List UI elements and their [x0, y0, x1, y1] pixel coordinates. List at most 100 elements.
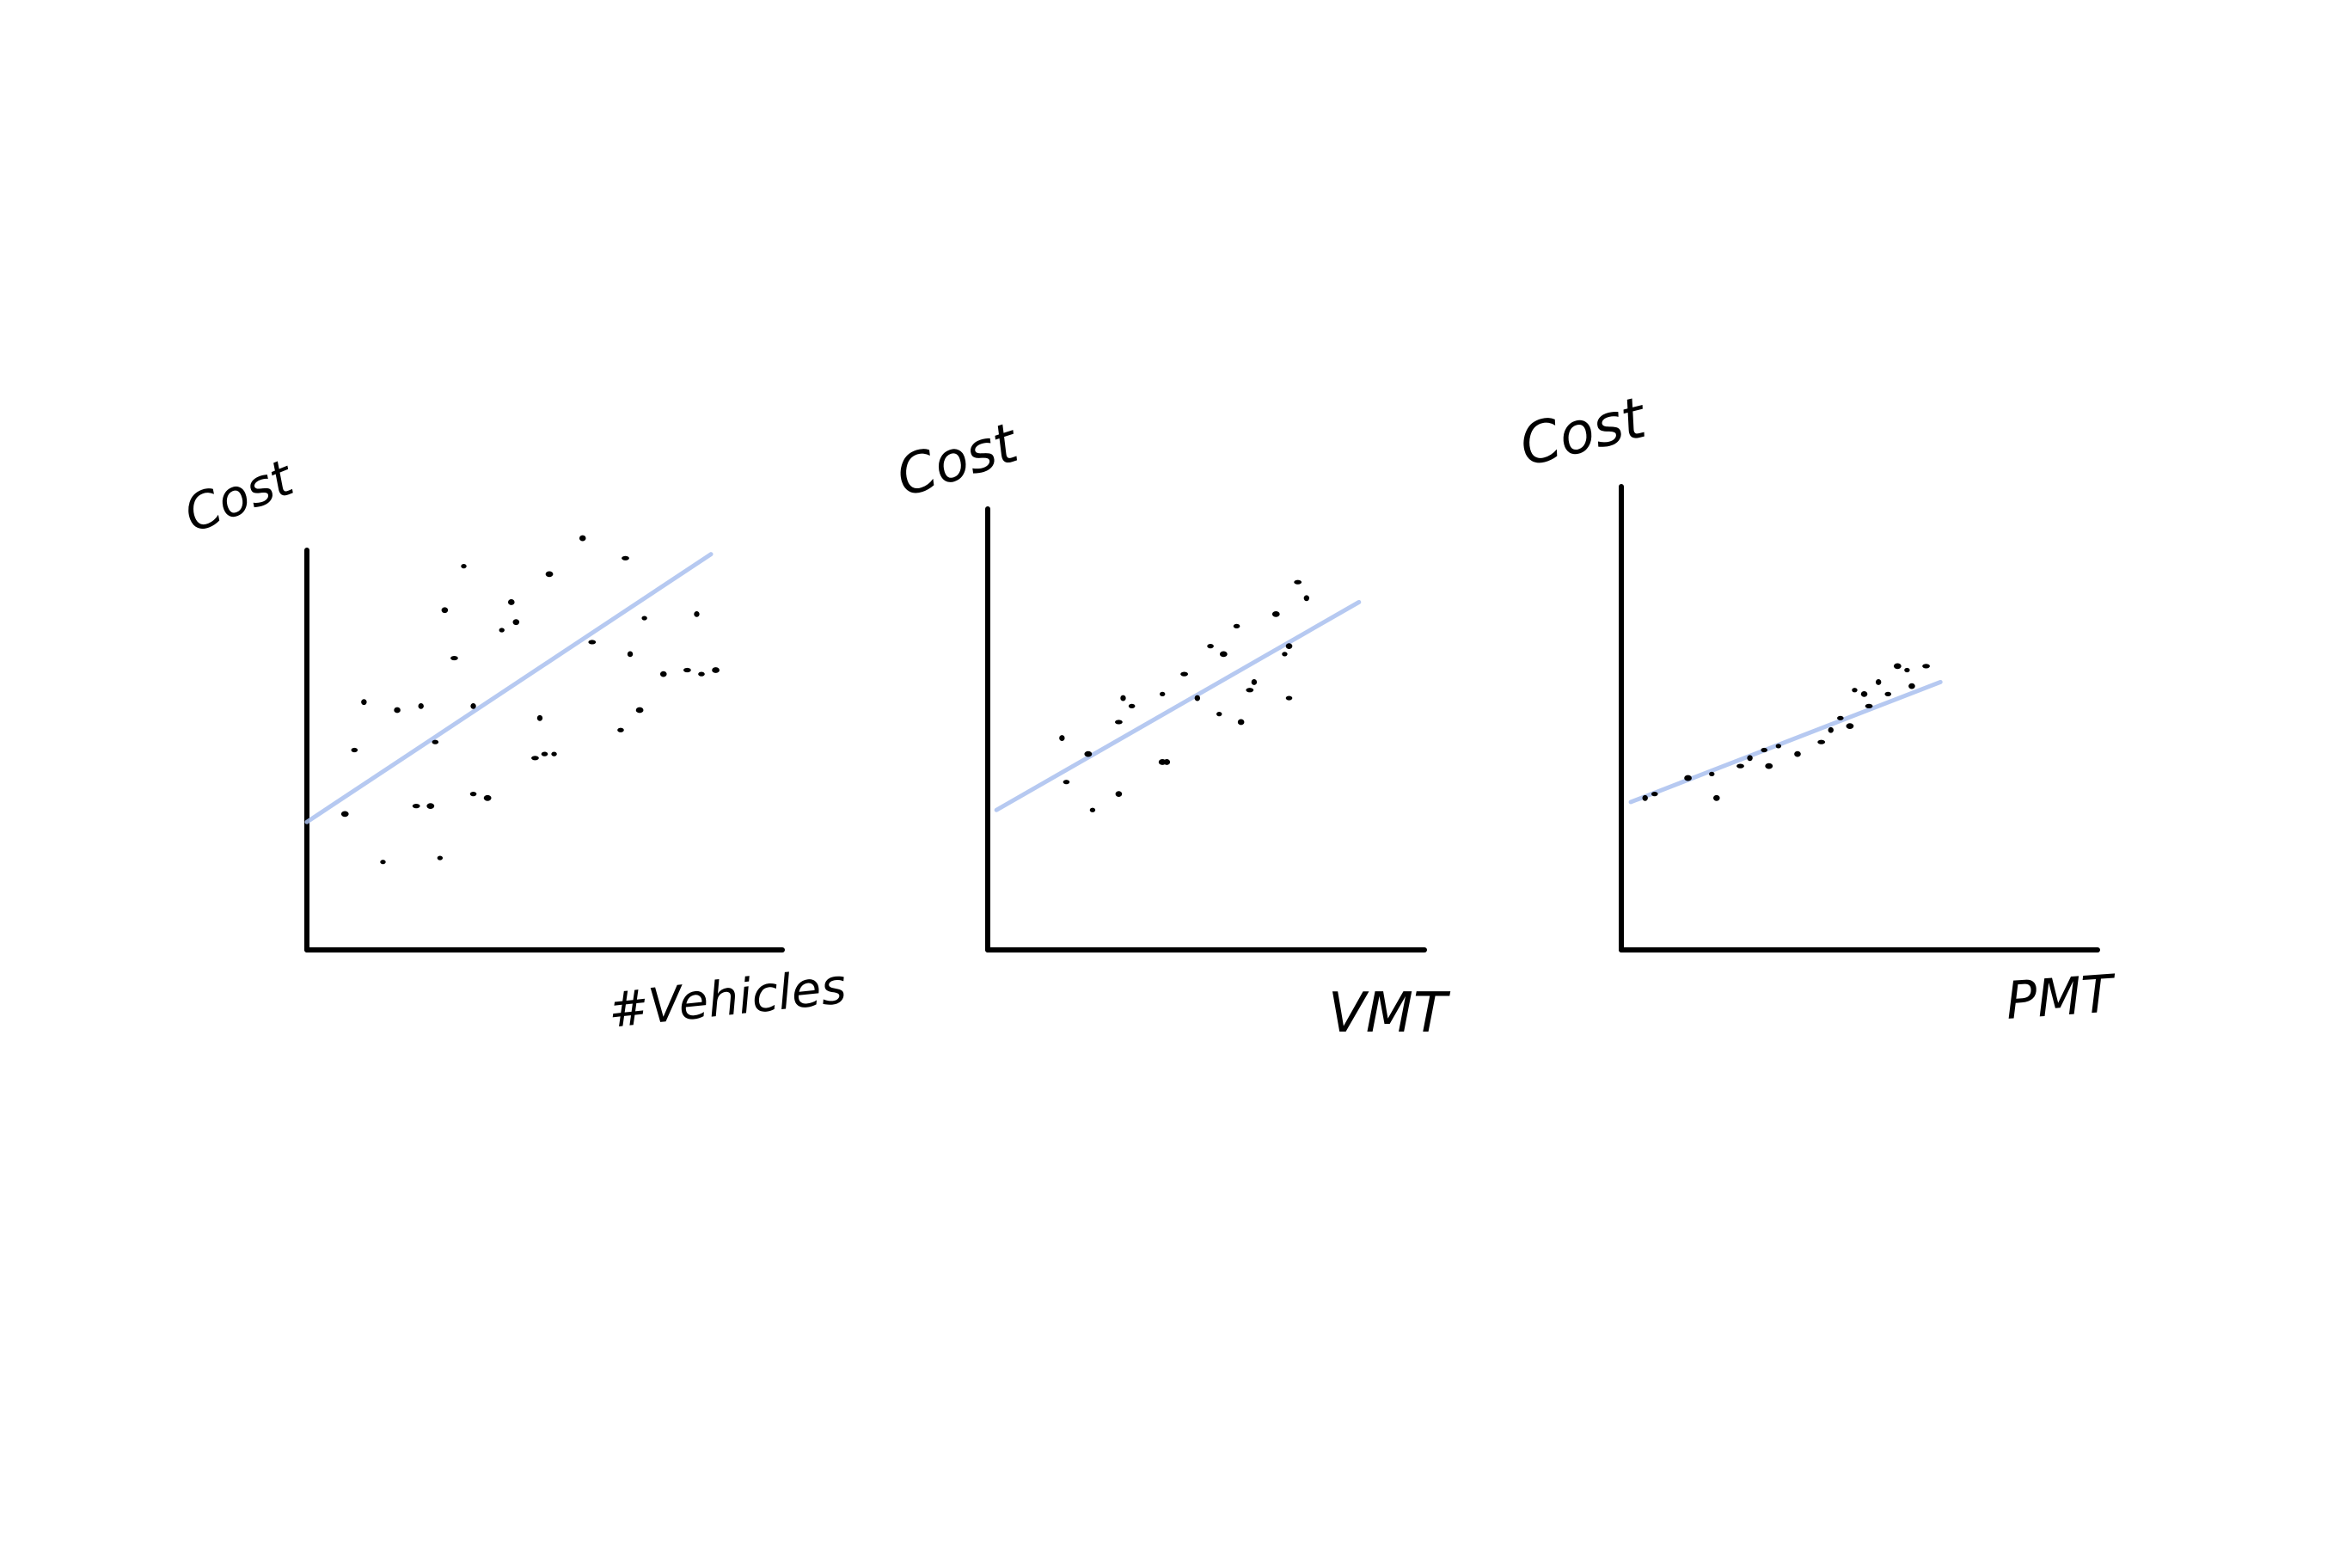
data-point [437, 855, 444, 861]
data-point [1865, 703, 1873, 708]
x-axis-label-3: PMT [2004, 964, 2119, 1032]
chart-panel-3: Cost PMT [1513, 384, 2118, 1032]
data-point [512, 619, 520, 626]
data-point [1747, 755, 1753, 762]
data-point [712, 667, 720, 673]
trend-line-1 [304, 552, 714, 824]
data-point [1128, 703, 1136, 708]
data-points-3 [1642, 663, 1930, 801]
data-point [1794, 750, 1801, 757]
data-point [531, 756, 539, 761]
trend-line-2 [994, 599, 1362, 812]
data-point [1736, 763, 1744, 769]
data-point [1089, 807, 1096, 812]
data-point [1160, 691, 1166, 697]
data-point [1237, 719, 1245, 726]
data-point [1207, 644, 1214, 649]
data-point [1709, 771, 1715, 777]
data-point [1904, 667, 1910, 673]
data-point [622, 555, 629, 560]
data-point [441, 607, 449, 614]
chart-panel-1: Cost #Vehicles [176, 448, 849, 1039]
data-point [1194, 695, 1201, 701]
chart-panel-2: Cost VMT [889, 411, 1451, 1045]
data-point [1761, 747, 1767, 753]
data-point [1884, 691, 1892, 697]
data-point [418, 702, 424, 709]
data-point [361, 699, 367, 706]
data-point [1860, 691, 1868, 697]
data-point [683, 667, 691, 673]
data-point [380, 860, 386, 865]
data-point [694, 611, 700, 617]
data-point [1180, 671, 1188, 677]
data-point [461, 564, 467, 569]
data-point [1908, 683, 1915, 689]
data-point [551, 751, 557, 756]
data-point [426, 803, 435, 809]
data-point [627, 651, 634, 658]
data-point [698, 671, 705, 677]
data-point [1837, 715, 1844, 720]
data-point [617, 727, 624, 732]
data-point [541, 751, 548, 756]
data-point [1246, 688, 1254, 693]
data-point [1120, 695, 1126, 701]
data-point [1271, 611, 1280, 617]
data-point [412, 804, 420, 809]
data-point [432, 739, 439, 744]
data-point [1893, 663, 1902, 670]
data-point [1233, 623, 1240, 628]
data-point [394, 707, 401, 714]
data-point [545, 571, 554, 578]
data-point [1642, 794, 1648, 801]
x-axis-label-2: VMT [1328, 982, 1451, 1045]
data-point [1285, 643, 1293, 649]
data-point [1775, 744, 1782, 749]
data-point [536, 714, 543, 721]
data-point [1852, 688, 1858, 693]
data-point [483, 794, 492, 801]
data-point [1251, 679, 1258, 685]
trend-line-3 [1628, 679, 1943, 805]
data-point [1713, 794, 1720, 801]
data-point [1115, 791, 1123, 798]
data-point [507, 599, 515, 605]
y-axis-label-1: Cost [176, 448, 303, 544]
data-point [1216, 712, 1222, 717]
x-axis-label-1: #Vehicles [606, 959, 849, 1039]
data-point [1294, 579, 1302, 585]
data-point [588, 640, 597, 645]
data-point [1063, 780, 1070, 785]
data-points-2 [1059, 579, 1310, 812]
data-point [659, 671, 667, 677]
data-point [499, 628, 505, 633]
y-axis-label-3: Cost [1513, 384, 1653, 480]
data-point [1684, 775, 1692, 781]
data-point [1817, 739, 1826, 744]
data-point [579, 535, 586, 542]
data-point [351, 747, 358, 753]
data-point [1922, 664, 1930, 669]
data-point [1163, 759, 1171, 765]
data-point [1765, 763, 1773, 769]
data-point [450, 655, 458, 661]
data-point [1282, 652, 1288, 657]
data-point [1828, 726, 1834, 733]
data-points-1 [340, 535, 720, 865]
data-point [1285, 695, 1293, 701]
data-point [469, 792, 477, 797]
data-point [340, 811, 349, 818]
data-point [1084, 750, 1093, 757]
data-point [1219, 651, 1228, 658]
data-point [1651, 792, 1658, 797]
data-point [1846, 723, 1854, 729]
data-point [1875, 679, 1882, 685]
data-point [470, 702, 476, 709]
data-point [1059, 735, 1065, 741]
y-axis-label-2: Cost [889, 411, 1027, 510]
data-point [1303, 595, 1310, 602]
data-point [635, 707, 644, 714]
data-point [1115, 720, 1123, 725]
